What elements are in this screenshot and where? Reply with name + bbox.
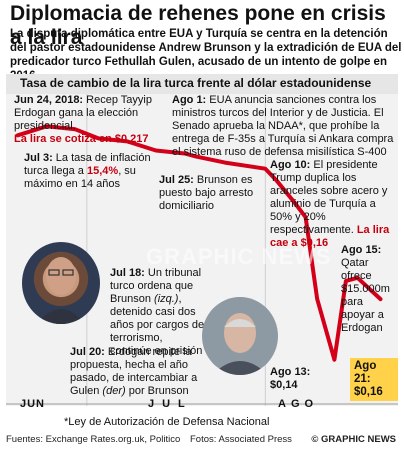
data-point <box>154 149 158 152</box>
annotation-jul3: Jul 3: La tasa de inflación turca llega … <box>24 152 151 190</box>
footnote: *Ley de Autorización de Defensa Nacional <box>64 416 270 428</box>
annotation-jul25: Jul 25: Brunson es puesto bajo arresto d… <box>159 174 254 212</box>
data-point <box>96 136 100 140</box>
data-point <box>275 179 279 183</box>
watermark: GRAPHIC NEWS <box>146 244 332 269</box>
data-point <box>194 155 198 159</box>
x-tick-ago: AGO <box>278 398 319 410</box>
x-tick-jun: JUN <box>20 398 46 410</box>
annotation-ago13: Ago 13: $0,14 <box>270 366 311 391</box>
annotation-jun24: Jun 24, 2018: Recep Tayyip Erdogan gana … <box>14 94 152 145</box>
sources: Fuentes: Exchange Rates.org.uk, Politico <box>6 434 181 445</box>
data-point <box>292 200 296 204</box>
callout-ago21: Ago 21: $0,16 <box>350 358 398 401</box>
brunson-portrait-icon <box>37 257 85 324</box>
annotation-jul20: Jul 20: Erdogan repite la propuesta, hec… <box>70 346 198 397</box>
annotation-ago15: Ago 15: Qatar ofrece $15.000m para apoya… <box>341 244 390 334</box>
brunson-photo <box>22 242 100 324</box>
data-point <box>16 133 20 137</box>
chart-heading-bar: Tasa de cambio de la lira turca frente a… <box>6 74 398 94</box>
annotation-jul18: Jul 18: Un tribunal turco ordena que Bru… <box>110 267 205 357</box>
data-point <box>73 127 77 131</box>
x-tick-jul: JUL <box>148 398 193 410</box>
data-point <box>332 358 336 362</box>
data-point <box>45 124 48 128</box>
annotation-ago10: Ago 10: El presidente Trump duplica los … <box>270 159 390 249</box>
data-point <box>379 297 382 301</box>
data-point <box>263 167 267 171</box>
chart-heading: Tasa de cambio de la lira turca frente a… <box>20 76 372 90</box>
gulen-portrait-icon <box>212 313 268 375</box>
series-line <box>15 124 383 362</box>
data-point <box>304 215 308 219</box>
data-point <box>344 279 348 283</box>
annotation-ago1: Ago 1: EUA anuncia sanciones contra los … <box>172 94 394 158</box>
data-point <box>223 161 227 165</box>
chart-area: Jun 24, 2018: Recep Tayyip Erdogan gana … <box>6 94 398 406</box>
page-subtitle: La disputa diplomática entre EUA y Turqu… <box>10 28 402 82</box>
data-point <box>315 297 319 301</box>
data-point <box>356 276 359 280</box>
data-point <box>125 139 129 143</box>
brand: © GRAPHIC NEWS <box>311 434 396 445</box>
data-point <box>183 152 187 155</box>
gulen-photo <box>202 297 278 375</box>
page-title: Diplomacia de rehenes pone en crisis a l… <box>10 2 386 49</box>
photo-credit: Fotos: Associated Press <box>190 434 292 445</box>
x-axis: JUN JUL AGO <box>6 398 398 412</box>
